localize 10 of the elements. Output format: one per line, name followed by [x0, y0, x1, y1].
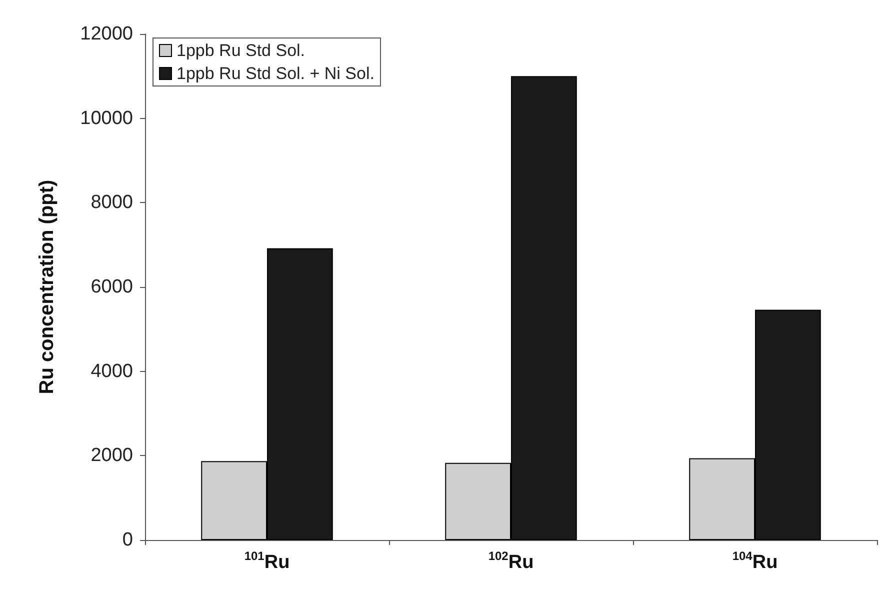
y-tick-label: 10000: [80, 108, 133, 129]
y-tick-label: 6000: [90, 276, 133, 298]
y-tick-label: 4000: [90, 360, 133, 382]
y-axis-title: Ru concentration (ppt): [36, 180, 58, 394]
y-tick-label: 0: [122, 530, 133, 550]
y-tick-label: 8000: [90, 192, 133, 214]
legend-label: 1ppb Ru Std Sol. + Ni Sol.: [176, 64, 374, 83]
legend-label: 1ppb Ru Std Sol.: [176, 41, 306, 60]
y-tick-label: 12000: [80, 24, 133, 44]
y-tick-label: 2000: [90, 445, 133, 466]
